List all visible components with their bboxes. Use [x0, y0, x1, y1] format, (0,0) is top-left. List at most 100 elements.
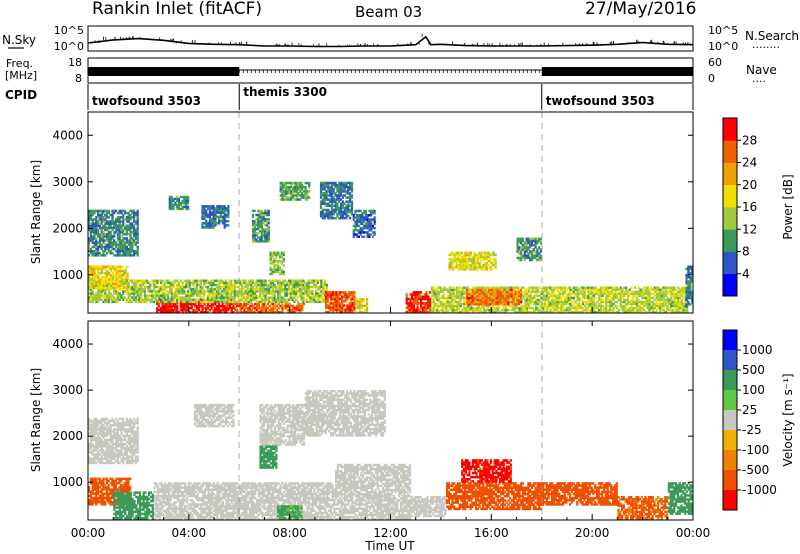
time-axis-label: Time UT: [364, 539, 415, 553]
y-tick-label: 4000: [52, 128, 83, 142]
noise-right-tick-top: 10^5: [708, 24, 738, 37]
velocity-echo-region: [193, 403, 235, 428]
power-colorbar: 4 8 12 16 20 24 28 Power [dB]: [722, 117, 795, 297]
velocity-echo-region: [461, 459, 512, 483]
velocity-echo-region: [446, 482, 543, 511]
x-tick-label: 20:00: [575, 526, 610, 540]
power-colorbar-tick-label: 8: [742, 245, 750, 259]
power-colorbar-block: [723, 162, 737, 186]
noise-right-label: N.Search: [745, 29, 799, 43]
velocity-colorbar-tick-label: 1000: [742, 343, 773, 357]
velocity-echo-region: [617, 496, 669, 520]
power-echo-region: [88, 209, 139, 257]
velocity-colorbar-tick-label: 100: [742, 383, 765, 397]
velocity-echo-region: [277, 505, 303, 520]
power-echo-region: [355, 298, 369, 314]
velocity-colorbar-tick-label: -100: [742, 443, 769, 457]
date-label: 27/May/2016: [585, 0, 697, 19]
velocity-echo-region: [410, 496, 447, 518]
freq-label-line2: [MHz]: [5, 69, 37, 82]
power-colorbar-tick-label: 16: [742, 200, 757, 214]
velocity-colorbar-tick-label: -1000: [742, 483, 777, 497]
power-echo-region: [448, 251, 497, 271]
n-sky-trace: [87, 33, 694, 48]
cpid-segments: twofsound 3503 themis 3300 twofsound 3503: [92, 84, 655, 110]
x-tick-label: 00:00: [71, 526, 106, 540]
freq-dense-band: [541, 67, 693, 76]
power-colorbar-tick-label: 24: [742, 156, 757, 170]
velocity-colorbar-tick-label: -25: [742, 423, 762, 437]
y-tick-label: 3000: [52, 383, 83, 397]
power-colorbar-tick-label: 20: [742, 178, 757, 192]
power-echo-region: [88, 265, 129, 290]
velocity-echo-region: [536, 482, 618, 506]
nave-marker: ....: [752, 72, 766, 85]
velocity-colorbar-block: [723, 470, 737, 491]
station-title: Rankin Inlet (fitACF): [92, 0, 262, 19]
power-echo-region: [251, 209, 270, 243]
velocity-colorbar-block: [723, 430, 737, 451]
frequency-trace: [88, 67, 693, 76]
velocity-colorbar-block: [723, 390, 737, 411]
y-tick-label: 1000: [52, 475, 83, 489]
power-cells: [88, 181, 694, 314]
y-tick-label: 2000: [52, 429, 83, 443]
power-echo-region: [325, 291, 356, 314]
velocity-echo-region: [304, 390, 386, 437]
power-colorbar-tick-label: 12: [742, 222, 757, 236]
noise-right-marker: ........: [752, 38, 780, 51]
velocity-colorbar-blocks: [723, 330, 737, 511]
noise-panel-frame: [87, 25, 694, 52]
power-colorbar-block: [723, 273, 737, 297]
beam-label: Beam 03: [355, 3, 422, 21]
y-tick-label: 4000: [52, 337, 83, 351]
noise-left-label: N.Sky: [2, 33, 36, 47]
x-tick-label: 16:00: [474, 526, 509, 540]
freq-dense-band: [88, 67, 240, 76]
freq-label-line1: Freq.: [6, 57, 33, 70]
power-echo-region: [269, 251, 285, 276]
velocity-echo-region: [259, 403, 306, 446]
velocity-colorbar-frame: [722, 329, 738, 511]
freq-left-tick-bottom: 8: [75, 72, 82, 85]
power-echo-region: [466, 288, 522, 306]
cpid-segment-label: twofsound 3503: [546, 94, 655, 108]
velocity-echo-region: [113, 491, 154, 520]
power-colorbar-tick-label: 28: [742, 133, 757, 147]
n-sky-line: [87, 35, 694, 48]
x-tick-label: 04:00: [172, 526, 207, 540]
power-echo-region: [685, 265, 694, 308]
noise-right-tick-bottom: 10^0: [708, 40, 738, 53]
x-tick-label: 08:00: [272, 526, 307, 540]
power-colorbar-block: [723, 251, 737, 275]
y-tick-label: 1000: [52, 268, 83, 282]
power-echo-region: [319, 181, 354, 220]
cpid-segment-label: themis 3300: [243, 85, 327, 99]
velocity-colorbar-label: Velocity [m s⁻¹]: [781, 373, 795, 466]
power-echo-region: [234, 302, 306, 314]
velocity-colorbar-block: [723, 350, 737, 371]
freq-left-tick-top: 18: [68, 56, 82, 69]
power-colorbar-tick-label: 4: [742, 267, 750, 281]
cpid-segment-label: twofsound 3503: [92, 94, 201, 108]
velocity-cells: [88, 390, 694, 521]
power-colorbar-block: [723, 140, 737, 163]
power-x-ticks: [87, 307, 694, 313]
power-echo-region: [516, 237, 543, 262]
power-colorbar-block: [723, 118, 737, 141]
velocity-colorbar: 1000 500 100 25 -25 -100 -500 -1000 Velocity [m…: [722, 329, 795, 511]
velocity-panel: 1000 2000 3000 4000 00:00 04:00 08:00 12:00 16:…: [29, 320, 710, 553]
power-colorbar-label: Power [dB]: [781, 174, 795, 239]
velocity-colorbar-block: [723, 330, 737, 351]
power-echo-region: [168, 195, 190, 211]
power-echo-region: [201, 205, 230, 229]
velocity-colorbar-block: [723, 370, 737, 391]
cpid-label: CPID: [5, 88, 37, 102]
frequency-panel: Freq. [MHz] 18 8 60 0 Nave ....: [5, 56, 777, 85]
velocity-x-axis: 00:00 04:00 08:00 12:00 16:00 20:00 00:00: [71, 321, 710, 540]
y-tick-label: 2000: [52, 221, 83, 235]
freq-right-tick-bottom: 0: [708, 72, 715, 85]
nave-label: Nave: [746, 63, 777, 77]
